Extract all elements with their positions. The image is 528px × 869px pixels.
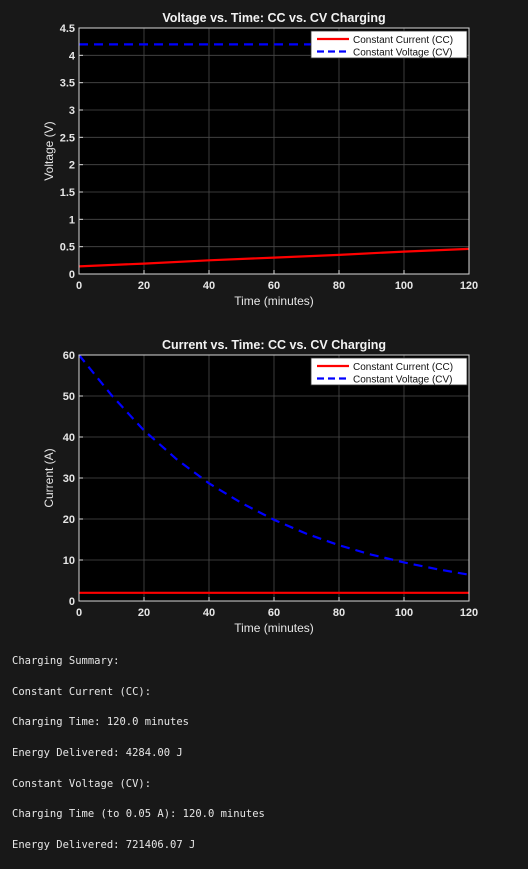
current-chart-ytick-label-2: 20 <box>63 514 75 526</box>
voltage-chart-xtick-label-0: 0 <box>76 280 82 292</box>
voltage-chart-ytick-label-8: 4 <box>69 50 76 62</box>
current-chart-xtick-label-6: 120 <box>460 607 478 619</box>
voltage-chart-legend-box <box>310 30 468 59</box>
voltage-chart-xtick-label-5: 100 <box>395 280 413 292</box>
current-chart-series-cv <box>78 354 470 576</box>
current-chart-title: Current vs. Time: CC vs. CV Charging <box>162 338 386 352</box>
cv-heading: Constant Voltage (CV): <box>12 777 152 790</box>
voltage-chart-ytick-label-7: 3.5 <box>60 78 75 90</box>
voltage-chart-legend-label-cc: Constant Current (CC) <box>353 35 453 46</box>
voltage-chart-xtick-label-3: 60 <box>268 280 280 292</box>
voltage-chart: 0 20 40 60 80 100 120 0 0.5 1 1.5 2 2.5 3 3.5 4 4.5 Volta… <box>0 0 528 320</box>
cc-charging-time: Charging Time: 120.0 minutes <box>12 716 190 729</box>
voltage-chart-ylabel: Voltage (V) <box>42 121 56 180</box>
current-chart-xtick-label-1: 20 <box>138 607 150 619</box>
charging-summary: Charging Summary: Constant Current (CC):… <box>12 654 265 869</box>
cv-charging-time: Charging Time (to 0.05 A): 120.0 minutes <box>12 808 265 821</box>
current-chart-xtick-label-2: 40 <box>203 607 215 619</box>
current-chart: 0 20 40 60 80 100 120 0 10 20 30 40 50 60 Current vs. … <box>0 330 528 640</box>
cv-energy-delivered: Energy Delivered: 721406.07 J <box>12 839 196 852</box>
voltage-chart-ytick-label-1: 0.5 <box>60 242 75 254</box>
voltage-chart-xtick-label-1: 20 <box>138 280 150 292</box>
current-chart-legend-box <box>310 357 468 386</box>
current-chart-xtick-label-3: 60 <box>268 607 280 619</box>
voltage-chart-ytick-label-9: 4.5 <box>60 23 75 35</box>
current-chart-ytick-label-3: 30 <box>63 473 75 485</box>
voltage-chart-ytick-label-4: 2 <box>69 160 75 172</box>
current-chart-ytick-label-0: 0 <box>69 596 75 608</box>
voltage-chart-xtick-label-6: 120 <box>460 280 478 292</box>
voltage-chart-xtick-label-4: 80 <box>333 280 345 292</box>
voltage-chart-ytick-label-3: 1.5 <box>60 187 75 199</box>
current-chart-ylabel: Current (A) <box>42 448 56 507</box>
current-chart-legend-label-cc: Constant Current (CC) <box>353 362 453 373</box>
voltage-chart-series-cc <box>78 247 470 268</box>
voltage-chart-ytick-label-5: 2.5 <box>60 132 75 144</box>
voltage-chart-xlabel: Time (minutes) <box>234 294 314 308</box>
voltage-chart-title: Voltage vs. Time: CC vs. CV Charging <box>162 11 385 25</box>
cc-heading: Constant Current (CC): <box>12 685 152 698</box>
voltage-chart-xtick-label-2: 40 <box>203 280 215 292</box>
voltage-chart-legend-label-cv: Constant Voltage (CV) <box>353 47 453 58</box>
cc-energy-delivered: Energy Delivered: 4284.00 J <box>12 747 183 760</box>
summary-heading: Charging Summary: <box>12 655 120 667</box>
current-chart-ytick-label-1: 10 <box>63 555 75 567</box>
voltage-chart-svg: 0 20 40 60 80 100 120 0 0.5 1 1.5 2 2.5 3 3.5 4 4.5 Volta… <box>42 11 478 308</box>
voltage-chart-ytick-label-6: 3 <box>69 105 75 117</box>
current-chart-xlabel: Time (minutes) <box>234 621 314 635</box>
current-chart-ytick-label-5: 50 <box>63 391 75 403</box>
current-chart-ytick-label-4: 40 <box>63 432 75 444</box>
current-chart-xtick-label-5: 100 <box>395 607 413 619</box>
current-chart-svg: 0 20 40 60 80 100 120 0 10 20 30 40 50 60 Current vs. … <box>42 338 478 635</box>
current-chart-ytick-label-6: 60 <box>63 350 75 362</box>
voltage-chart-ytick-label-0: 0 <box>69 269 75 281</box>
current-chart-xtick-label-0: 0 <box>76 607 82 619</box>
current-chart-legend-label-cv: Constant Voltage (CV) <box>353 374 453 385</box>
voltage-chart-ytick-label-2: 1 <box>69 214 75 226</box>
current-chart-xtick-label-4: 80 <box>333 607 345 619</box>
